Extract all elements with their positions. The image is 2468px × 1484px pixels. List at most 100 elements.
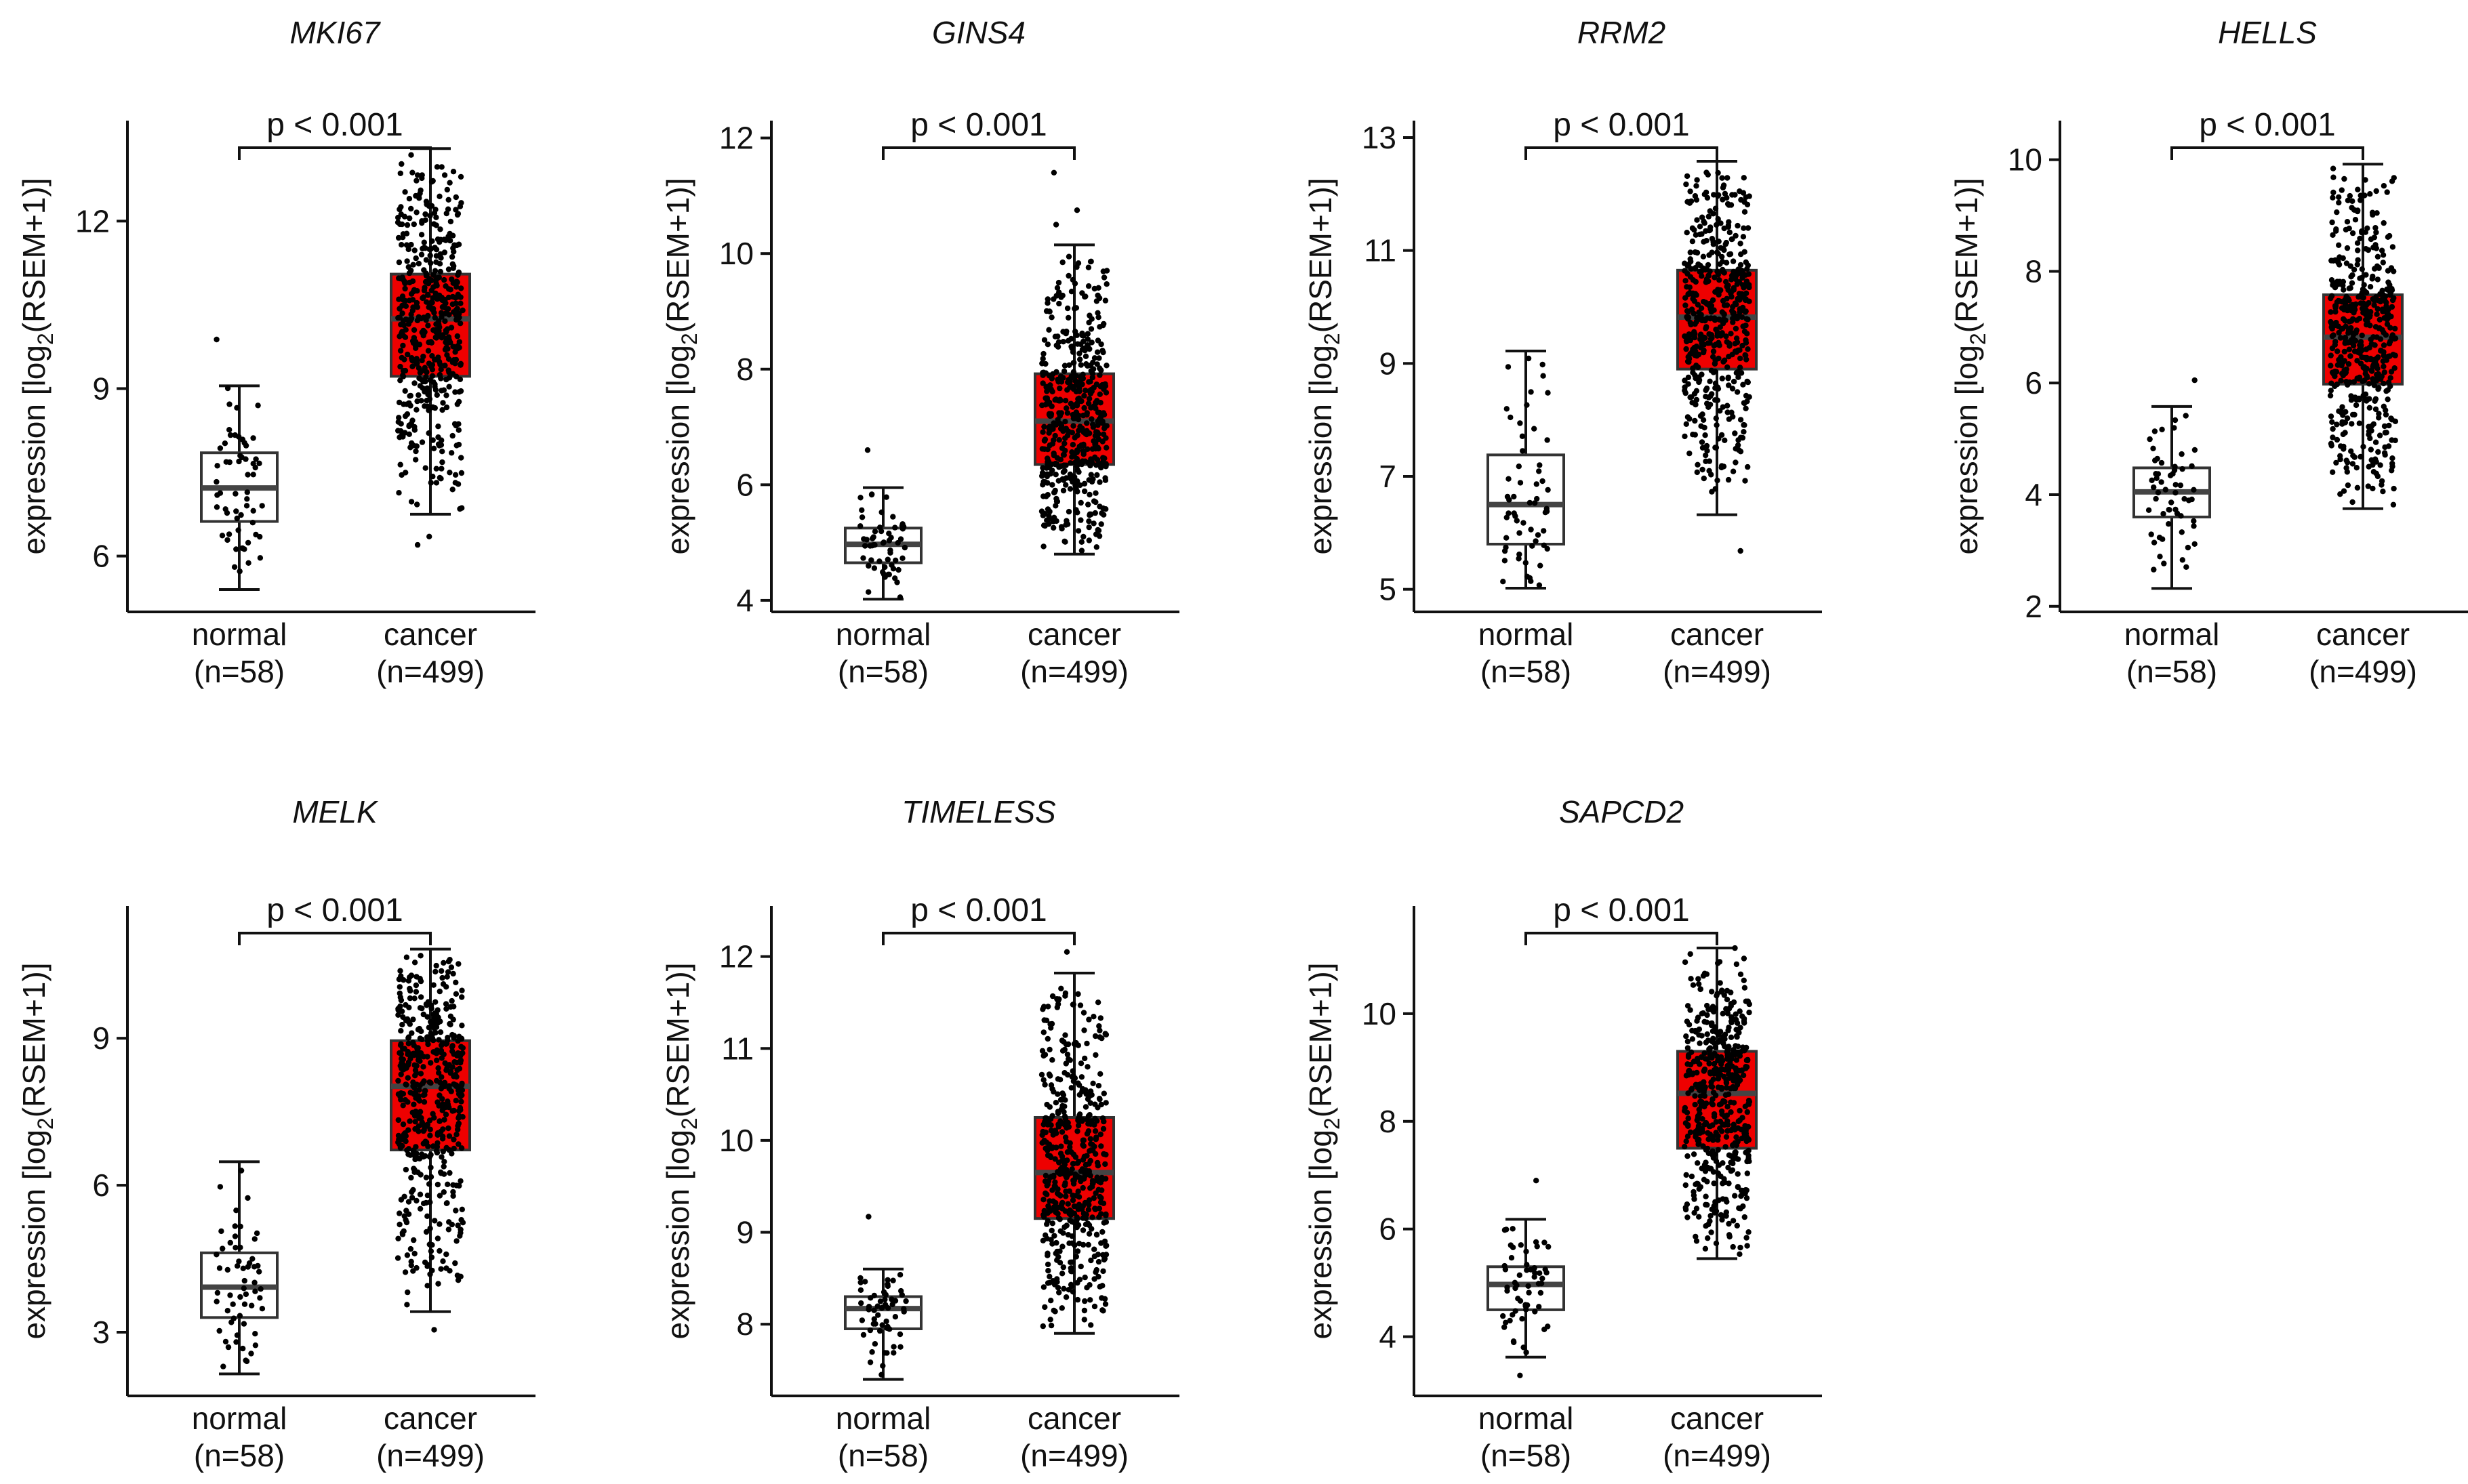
data-point [2341,488,2347,494]
y-tick-label: 9 [1379,346,1396,381]
data-point [243,1291,249,1298]
data-point [1089,1226,1095,1232]
data-point [1089,416,1095,422]
data-point [1039,1048,1046,1054]
data-point [2340,412,2346,418]
data-point [1039,1132,1045,1138]
data-point [1103,1100,1109,1106]
data-point [1694,1069,1700,1076]
data-point [1088,368,1094,374]
data-point [434,392,440,398]
data-point [2363,302,2370,308]
data-point [1743,1064,1750,1070]
data-point [1040,350,1047,357]
chart-title: TIMELESS [902,794,1056,829]
data-point [2328,352,2334,358]
data-point [1503,535,1510,541]
data-point [2372,439,2379,445]
data-point [1059,259,1066,266]
data-point [874,1303,881,1309]
data-point [425,348,432,354]
data-point [1087,1157,1093,1164]
data-point [1737,262,1744,268]
data-point [429,373,436,379]
data-point [1715,1084,1722,1090]
data-point [428,260,434,266]
data-point [1040,356,1046,362]
data-point [452,472,459,478]
data-point [227,1292,233,1298]
data-point [2379,247,2385,253]
data-point [396,490,402,496]
data-point [423,257,430,263]
data-point [416,342,423,348]
data-point [902,544,908,551]
data-point [1741,977,1747,984]
data-point [1683,421,1689,427]
data-point [1526,575,1533,581]
data-point [445,266,452,272]
data-point [453,1208,459,1214]
data-point [419,175,425,182]
data-point [889,1301,895,1308]
data-point [1741,985,1748,991]
data-point [429,1242,435,1248]
data-point [1101,386,1107,392]
data-point [413,1063,420,1069]
data-point [1685,1122,1691,1128]
data-point [1077,1175,1084,1182]
data-point [1718,1101,1724,1107]
data-point [257,555,264,561]
data-point [1543,1269,1550,1276]
data-point [397,1221,403,1228]
data-point [1047,1046,1053,1053]
data-point [1054,1004,1061,1010]
data-point [1062,447,1068,454]
data-point [1063,331,1069,337]
data-point [458,1230,464,1236]
data-point [1081,1317,1088,1323]
data-point [876,558,883,564]
data-point [1516,556,1522,562]
data-point [1690,295,1696,302]
data-point [878,1372,885,1378]
box-group-cancer [1676,945,1758,1260]
data-point [1737,347,1743,353]
data-point [249,1302,255,1308]
data-point [1085,501,1091,508]
data-point [1728,1034,1735,1041]
data-point [405,1146,412,1152]
data-point [1043,1115,1049,1121]
x-tick-label: normal [2124,617,2220,652]
data-point [1082,293,1088,300]
data-point [1719,259,1726,265]
data-point [2166,521,2172,527]
data-point [1519,1316,1525,1322]
data-point [1692,1101,1698,1108]
data-point [1094,361,1100,367]
data-point [403,1081,409,1088]
data-point [1095,999,1101,1006]
data-point [893,557,899,564]
data-point [1094,398,1100,404]
data-point [1714,993,1720,999]
significance-bracket [1524,146,1718,160]
data-point [439,449,445,455]
data-point [441,960,447,966]
data-point [1074,207,1080,213]
data-point [2379,482,2385,488]
data-point [453,284,460,290]
y-tick-label: 11 [1364,233,1396,268]
data-point [1723,1134,1730,1140]
data-point [400,1061,406,1067]
data-point [1739,342,1745,349]
data-point [236,458,242,465]
data-point [1061,1161,1068,1168]
data-point [2177,482,2184,489]
data-point [440,400,446,406]
data-point [1067,486,1074,492]
data-point [891,1344,897,1350]
data-point [1724,364,1731,370]
data-point [1718,1067,1724,1073]
data-point [1075,1080,1081,1086]
